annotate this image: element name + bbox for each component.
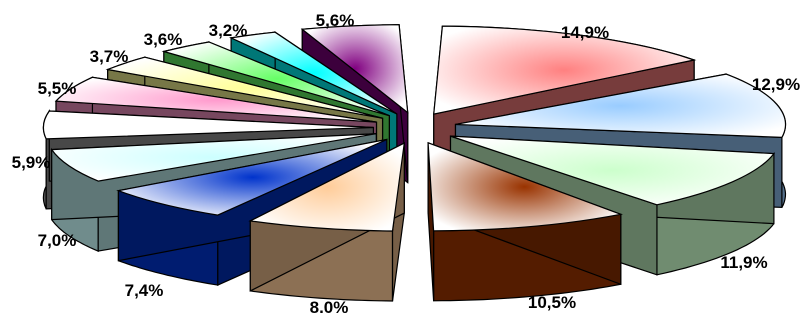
slice-label: 5,5% <box>38 79 77 98</box>
slice-label: 3,7% <box>90 47 129 66</box>
slice-label: 5,6% <box>316 11 355 30</box>
slice-top <box>105 56 383 119</box>
slice-label: 10,5% <box>528 293 576 312</box>
slice-top <box>248 142 406 232</box>
slice-label: 8.0% <box>310 298 349 317</box>
slice-label: 5,9% <box>12 153 51 172</box>
slice-top <box>54 76 377 123</box>
slice-top <box>450 135 776 206</box>
slice-label: 7,4% <box>125 281 164 300</box>
slice-top <box>42 110 374 140</box>
slice-label: 7,0% <box>38 231 77 250</box>
slice-top <box>300 24 409 114</box>
slice-top <box>116 138 388 216</box>
slice-label: 3,6% <box>144 30 183 49</box>
slice-tops <box>42 24 787 232</box>
slice-label: 12,9% <box>752 75 800 94</box>
slice-top <box>229 31 398 115</box>
slice-top <box>433 25 697 115</box>
slice-labels: 14,9% 12,9% 11,9% 10,5% 8.0% 7,4% 7,0% 5,9% 5,5%… <box>12 11 800 317</box>
slice-top <box>161 41 390 117</box>
slice-top <box>455 73 787 139</box>
slice-top <box>50 133 377 182</box>
slice-label: 3,2% <box>209 21 248 40</box>
slice-top <box>427 141 624 232</box>
slice-label: 14,9% <box>561 23 609 42</box>
slice-label: 11,9% <box>720 253 767 272</box>
